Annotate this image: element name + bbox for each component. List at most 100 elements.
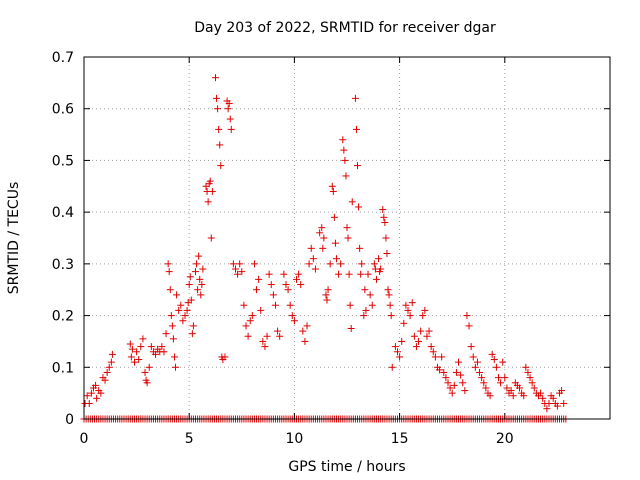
data-point xyxy=(358,260,366,268)
data-point xyxy=(168,322,176,330)
data-point xyxy=(293,275,301,283)
data-point xyxy=(499,358,507,366)
data-point xyxy=(332,255,340,263)
data-point xyxy=(105,363,113,371)
data-point xyxy=(244,332,252,340)
data-point xyxy=(215,125,223,133)
data-point xyxy=(224,105,232,113)
data-point xyxy=(467,343,475,351)
data-point xyxy=(323,296,331,304)
data-point xyxy=(501,374,509,382)
data-point xyxy=(450,381,458,389)
data-point xyxy=(316,229,324,237)
data-point xyxy=(271,301,279,309)
data-point xyxy=(337,260,345,268)
data-point xyxy=(227,125,235,133)
data-point xyxy=(526,374,534,382)
data-point xyxy=(130,358,138,366)
data-point xyxy=(236,260,244,268)
data-point xyxy=(162,330,170,338)
data-point xyxy=(83,392,91,400)
data-point xyxy=(147,343,155,351)
data-point xyxy=(382,234,390,242)
data-point xyxy=(520,392,528,400)
data-point xyxy=(179,317,187,325)
data-point xyxy=(362,306,370,314)
x-tick-label: 20 xyxy=(496,431,514,447)
data-point xyxy=(101,376,109,384)
x-tick-label: 0 xyxy=(80,431,89,447)
data-point xyxy=(135,356,143,364)
data-point xyxy=(361,286,369,294)
data-point xyxy=(438,353,446,361)
data-point xyxy=(539,394,547,402)
data-point xyxy=(345,270,353,278)
data-point xyxy=(524,368,532,376)
data-point xyxy=(446,384,454,392)
data-point xyxy=(177,301,185,309)
data-point xyxy=(303,322,311,330)
data-point xyxy=(522,363,530,371)
data-point xyxy=(370,260,378,268)
data-point xyxy=(440,368,448,376)
data-point xyxy=(225,100,233,108)
data-point xyxy=(328,182,336,190)
y-tick-label: 0.5 xyxy=(52,153,74,169)
data-point xyxy=(282,281,290,289)
data-point xyxy=(145,363,153,371)
data-point xyxy=(530,384,538,392)
data-point xyxy=(455,358,463,366)
data-point xyxy=(507,387,515,395)
data-point xyxy=(480,379,488,387)
data-point xyxy=(356,244,364,252)
data-point xyxy=(357,270,365,278)
data-point xyxy=(319,244,327,252)
data-point xyxy=(276,332,284,340)
data-point xyxy=(387,312,395,320)
data-point xyxy=(194,286,202,294)
data-point xyxy=(385,291,393,299)
data-point xyxy=(311,265,319,273)
data-point xyxy=(248,312,256,320)
data-point xyxy=(478,374,486,382)
data-point xyxy=(158,343,166,351)
data-point xyxy=(240,301,248,309)
data-point xyxy=(288,312,296,320)
data-point xyxy=(187,296,195,304)
data-point xyxy=(388,363,396,371)
data-point xyxy=(347,325,355,332)
data-point xyxy=(206,177,214,185)
data-point xyxy=(343,224,351,232)
data-point xyxy=(199,265,207,273)
data-point xyxy=(381,218,389,226)
data-point xyxy=(107,358,115,366)
data-point xyxy=(143,379,151,387)
x-tick-label: 10 xyxy=(285,431,303,447)
data-point xyxy=(351,94,359,102)
data-point xyxy=(165,268,173,276)
data-point xyxy=(360,312,368,320)
data-point xyxy=(172,363,180,371)
data-point xyxy=(246,317,254,325)
data-point xyxy=(253,286,261,294)
data-point xyxy=(167,312,175,320)
data-point xyxy=(152,350,160,358)
data-point xyxy=(234,270,242,278)
data-point xyxy=(494,374,502,382)
data-point xyxy=(331,239,339,247)
data-point xyxy=(280,270,288,278)
data-point xyxy=(402,301,410,309)
data-point xyxy=(198,281,206,289)
data-point xyxy=(415,337,423,345)
data-point xyxy=(457,371,465,379)
data-point xyxy=(368,301,376,309)
data-point xyxy=(217,162,225,170)
data-point xyxy=(269,291,277,299)
data-point xyxy=(87,389,95,397)
data-point xyxy=(141,368,149,376)
data-point xyxy=(421,306,429,314)
data-point xyxy=(250,260,258,268)
data-point xyxy=(175,306,183,314)
data-point xyxy=(226,115,234,123)
